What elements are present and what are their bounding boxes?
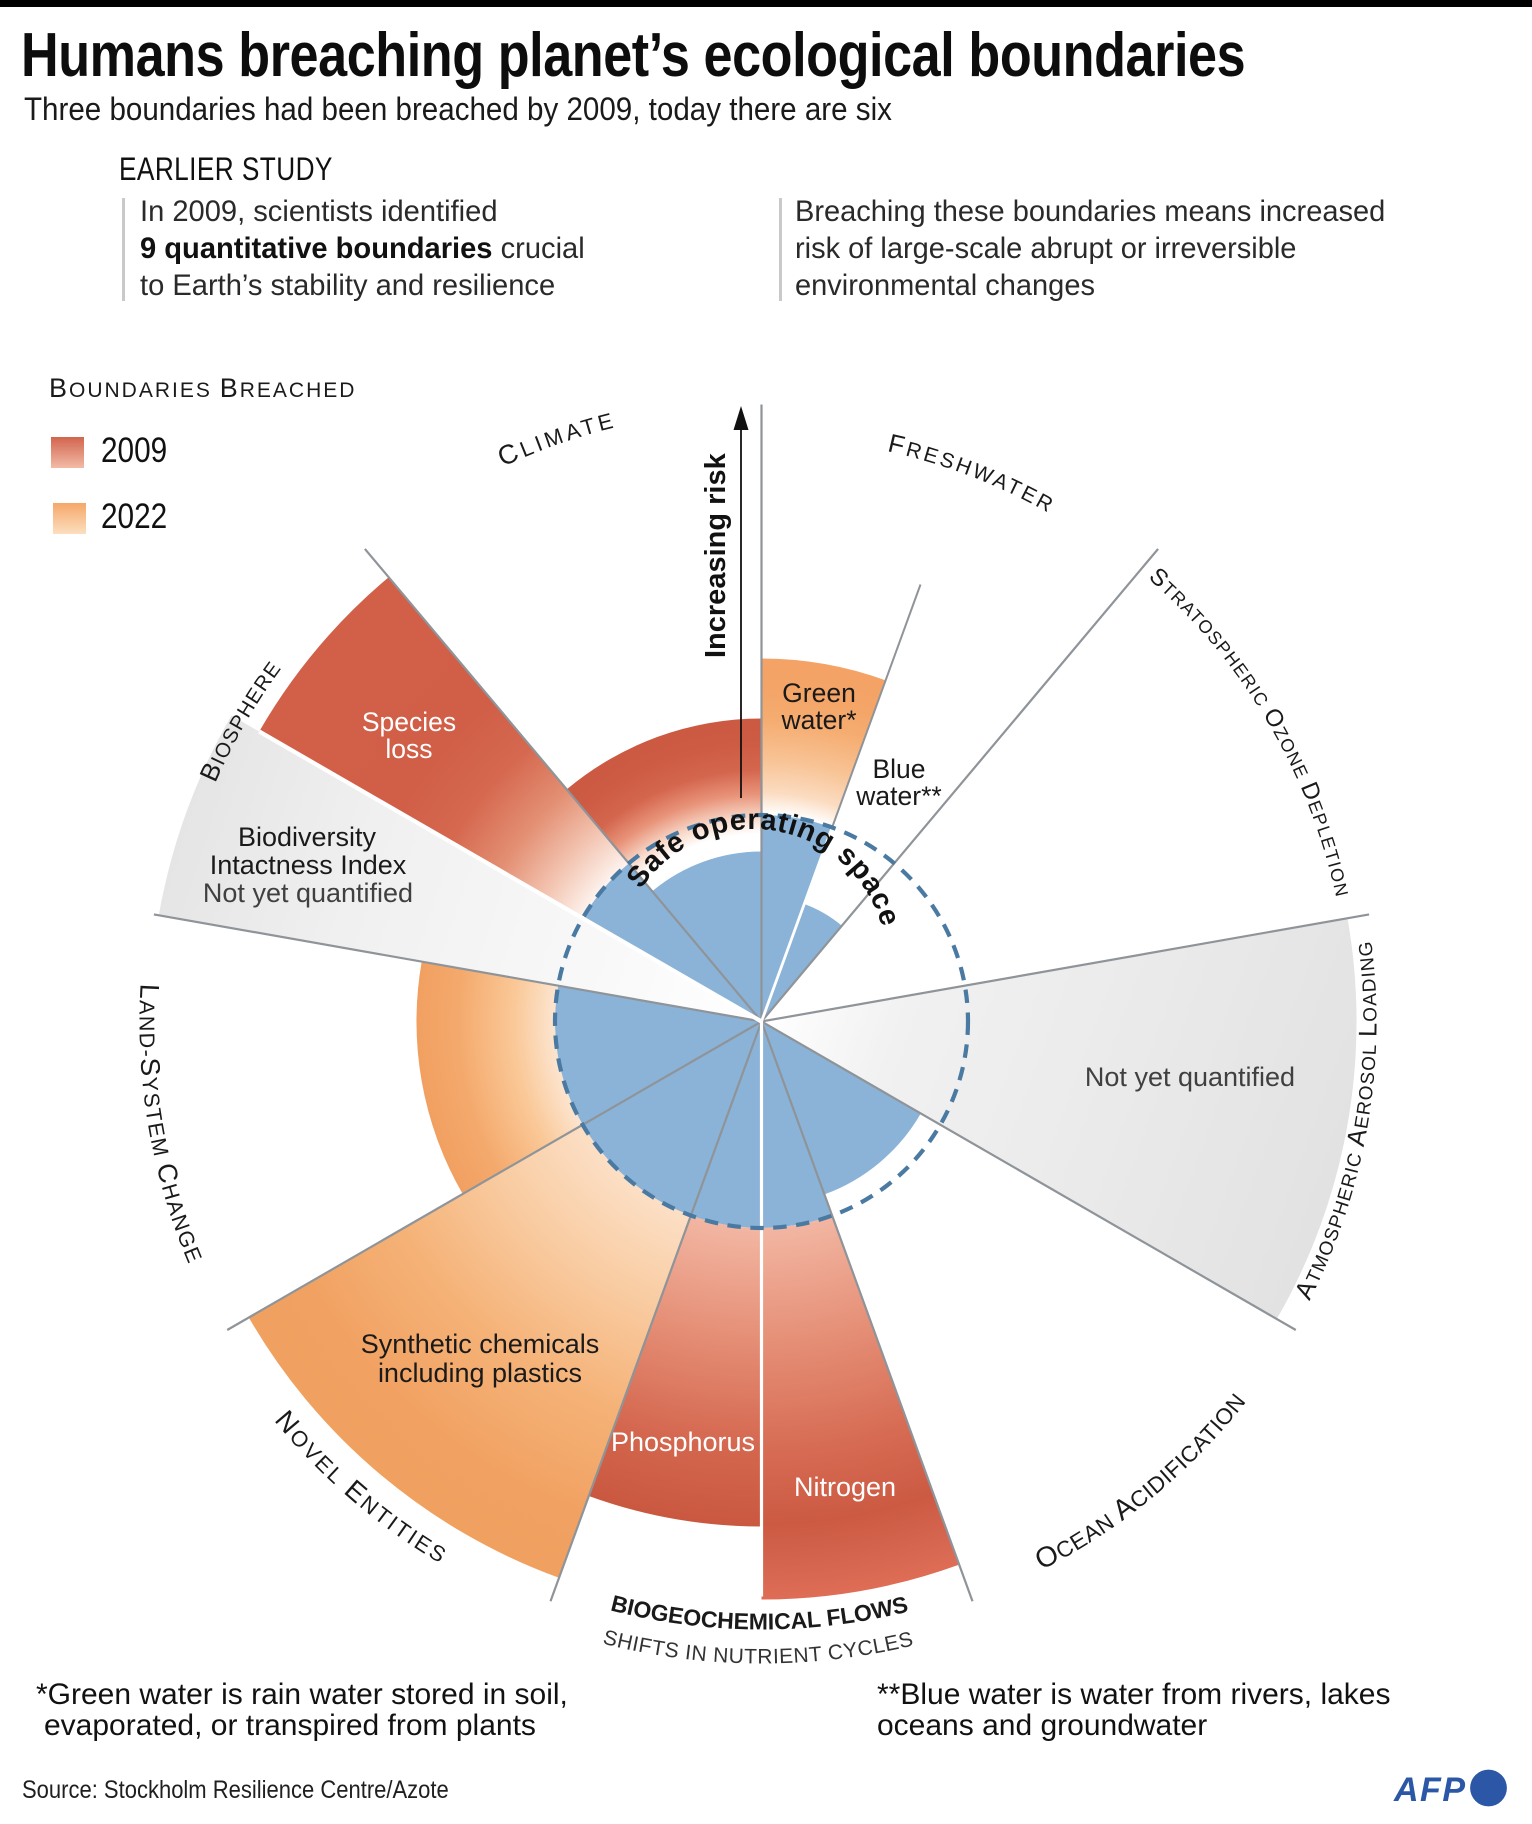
svg-text:Green: Green — [782, 678, 856, 708]
svg-text:Species: Species — [362, 707, 456, 737]
svg-text:water*: water* — [780, 705, 856, 735]
svg-text:Not yet quantified: Not yet quantified — [1085, 1062, 1295, 1092]
svg-text:Not yet quantified: Not yet quantified — [203, 878, 413, 908]
svg-text:FRESHWATER: FRESHWATER — [885, 428, 1059, 519]
svg-text:water**: water** — [855, 781, 941, 811]
svg-text:Nitrogen: Nitrogen — [794, 1472, 896, 1502]
svg-text:Phosphorus: Phosphorus — [611, 1427, 755, 1457]
svg-text:including plastics: including plastics — [378, 1358, 582, 1388]
svg-text:BIOGEOCHEMICAL FLOWS: BIOGEOCHEMICAL FLOWS — [609, 1590, 911, 1635]
svg-text:AFP: AFP — [1393, 1771, 1467, 1809]
svg-text:loss: loss — [385, 734, 432, 764]
svg-text:Intactness Index: Intactness Index — [210, 850, 407, 880]
svg-text:OCEAN ACIDIFICATION: OCEAN ACIDIFICATION — [1030, 1389, 1251, 1577]
svg-text:Synthetic chemicals: Synthetic chemicals — [361, 1329, 600, 1359]
svg-text:Blue: Blue — [872, 754, 925, 784]
svg-text:Increasing risk: Increasing risk — [700, 452, 732, 658]
svg-text:CLIMATE: CLIMATE — [493, 407, 619, 472]
svg-text:Biodiversity: Biodiversity — [238, 822, 377, 852]
